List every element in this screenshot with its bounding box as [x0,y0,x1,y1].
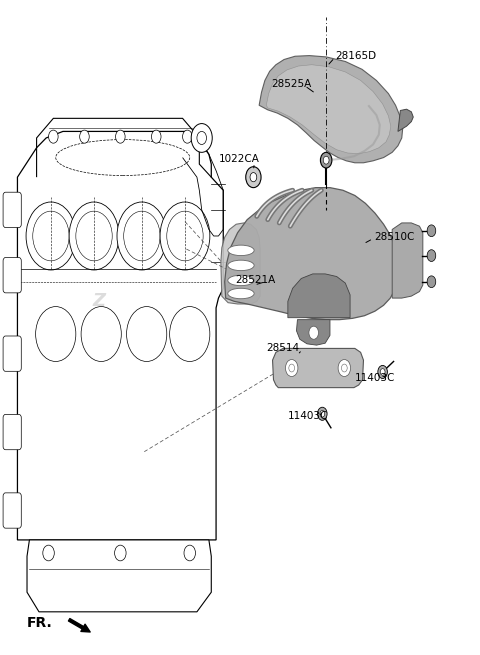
Circle shape [246,167,261,187]
Circle shape [26,202,76,270]
Circle shape [289,364,295,372]
Circle shape [341,364,347,372]
Circle shape [117,202,167,270]
Circle shape [191,124,212,153]
Circle shape [380,369,385,375]
FancyBboxPatch shape [3,336,21,371]
Text: 28165D: 28165D [336,51,377,62]
Polygon shape [225,187,399,320]
Circle shape [184,545,195,561]
Polygon shape [297,320,330,345]
Text: 28521A: 28521A [235,276,276,286]
Circle shape [81,307,121,362]
FancyArrowPatch shape [69,618,90,632]
Text: 28510C: 28510C [374,233,414,242]
Polygon shape [266,65,391,154]
Circle shape [116,130,125,143]
Polygon shape [17,132,223,540]
Circle shape [197,132,206,145]
FancyBboxPatch shape [3,257,21,293]
Ellipse shape [56,140,190,176]
Circle shape [124,211,160,261]
Circle shape [152,130,161,143]
Polygon shape [27,540,211,612]
Circle shape [160,202,210,270]
Circle shape [427,225,436,236]
Circle shape [320,411,324,417]
Ellipse shape [228,275,254,286]
Polygon shape [273,348,363,388]
Circle shape [427,250,436,261]
Circle shape [427,276,436,288]
Circle shape [182,130,192,143]
Text: Z: Z [92,292,105,310]
FancyBboxPatch shape [3,493,21,528]
Circle shape [43,545,54,561]
Polygon shape [288,274,350,318]
Circle shape [321,153,332,168]
Polygon shape [259,56,403,163]
Circle shape [309,326,319,339]
Text: 28525A: 28525A [271,79,312,89]
Circle shape [318,407,327,421]
Circle shape [250,173,257,181]
Circle shape [33,211,69,261]
Circle shape [338,360,350,377]
Circle shape [48,130,58,143]
Circle shape [76,211,112,261]
Ellipse shape [228,245,254,255]
Circle shape [69,202,119,270]
Text: 11403C: 11403C [355,373,395,383]
Circle shape [36,307,76,362]
Text: 1022CA: 1022CA [218,154,259,164]
Circle shape [169,307,210,362]
Circle shape [286,360,298,377]
Text: 11403C: 11403C [288,411,328,421]
Circle shape [323,157,329,164]
Polygon shape [398,109,413,132]
Text: FR.: FR. [27,616,53,630]
Ellipse shape [228,260,254,271]
Text: 28514: 28514 [266,343,300,354]
Ellipse shape [228,288,254,299]
Circle shape [167,211,203,261]
Polygon shape [221,223,260,304]
FancyBboxPatch shape [3,192,21,227]
FancyBboxPatch shape [3,415,21,450]
Circle shape [80,130,89,143]
Circle shape [127,307,167,362]
Polygon shape [392,223,423,298]
Circle shape [378,365,387,379]
Circle shape [115,545,126,561]
